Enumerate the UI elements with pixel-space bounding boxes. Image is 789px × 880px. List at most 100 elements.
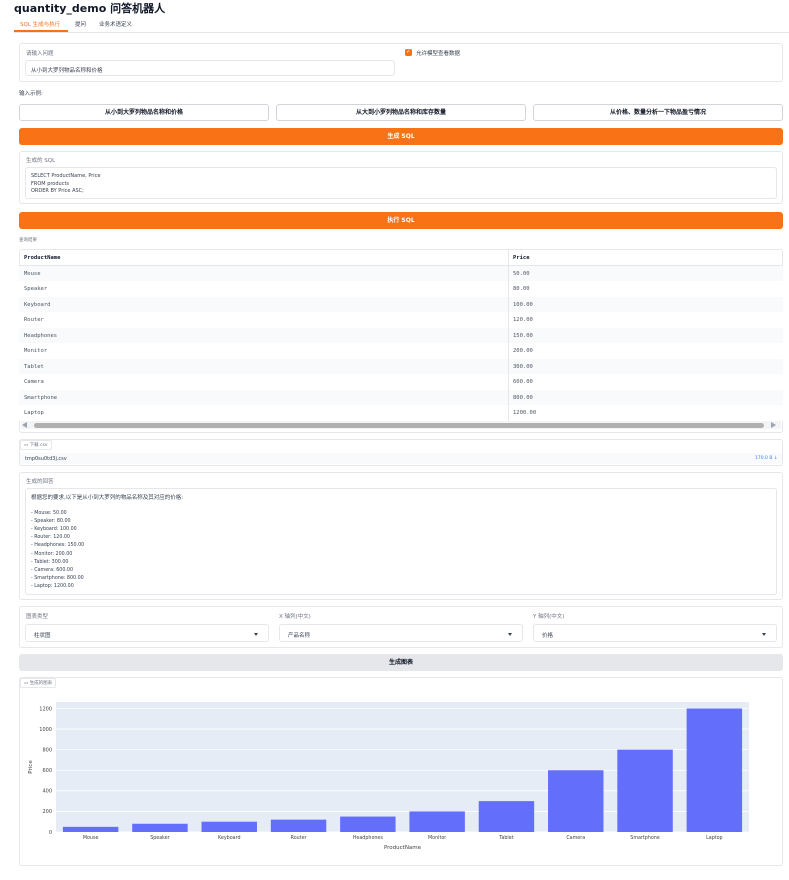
scroll-right-icon[interactable] xyxy=(771,422,776,428)
y-axis-select[interactable]: 价格 xyxy=(533,624,777,642)
chevron-down-icon xyxy=(254,632,258,636)
x-tick-label: Keyboard xyxy=(218,835,241,841)
x-tick-label: Router xyxy=(291,835,307,841)
x-tick-label: Speaker xyxy=(150,835,170,841)
table-row: Smartphone 800.00 xyxy=(19,389,783,405)
answer-intro: 根据您的要求,以下是从小到大罗列的物品名称及其对应的价格: xyxy=(31,495,184,501)
bar xyxy=(62,826,119,832)
generate-sql-button[interactable]: 生成 SQL xyxy=(19,128,783,145)
example-button-2[interactable]: 从大到小罗列物品名称和库存数量 xyxy=(276,104,526,121)
answer-line: - Headphones: 150.00 xyxy=(31,543,85,549)
y-tick-label: 200 xyxy=(42,809,52,815)
sql-line-3: ORDER BY Price ASC; xyxy=(31,188,84,194)
cell-productname: Speaker xyxy=(24,286,48,292)
y-tick-label: 800 xyxy=(42,747,52,753)
download-size[interactable]: 170.0 B ↓ xyxy=(755,456,778,461)
execute-sql-button-label: 执行 SQL xyxy=(387,217,415,224)
x-axis-label: X 轴列(中文) xyxy=(279,614,311,620)
generated-sql-textarea[interactable]: SELECT ProductName, Price FROM products … xyxy=(25,167,777,199)
cell-price: 200.00 xyxy=(513,348,533,354)
results-label: 查询结果 xyxy=(19,238,37,243)
allow-data-checkbox[interactable]: ✓ xyxy=(405,47,412,56)
x-axis-select[interactable]: 产品名称 xyxy=(279,624,523,642)
table-row: Router 120.00 xyxy=(19,312,783,328)
table-header-row: ProductName Price xyxy=(19,250,783,266)
header-price: Price xyxy=(513,255,530,261)
table-row: Monitor 200.00 xyxy=(19,343,783,359)
chart-type-value: 柱状图 xyxy=(34,632,51,639)
table-row: Speaker 80.00 xyxy=(19,281,783,297)
x-tick-label: Laptop xyxy=(706,835,723,841)
sql-line-2: FROM products xyxy=(31,180,70,187)
download-file-row[interactable] xyxy=(20,453,782,464)
chart-panel-tag: ▭ 生成的图表 xyxy=(20,678,57,688)
tab-terms[interactable]: 业务术语定义 xyxy=(99,22,133,28)
cell-price: 50.00 xyxy=(513,270,530,277)
answer-line: - Smartphone: 800.00 xyxy=(31,575,84,581)
scroll-left-icon[interactable] xyxy=(22,422,27,428)
y-tick-label: 400 xyxy=(42,789,52,795)
cell-productname: Laptop xyxy=(24,410,44,416)
download-tag-label: 下载 csv xyxy=(29,443,48,448)
generated-sql-label: 生成的 SQL xyxy=(26,158,56,164)
tab-ask[interactable]: 提问 xyxy=(75,22,87,28)
scrollbar-thumb[interactable] xyxy=(34,422,764,428)
bar xyxy=(617,749,673,832)
bar xyxy=(478,801,535,832)
question-label: 请输入问题 xyxy=(26,51,54,57)
bar xyxy=(686,708,743,832)
answer-line: - Mouse: 50.00 xyxy=(31,511,67,516)
tab-sql[interactable]: SQL 生成与执行 xyxy=(20,22,61,28)
download-filename[interactable]: tmp0su0td3j.csv xyxy=(25,456,67,462)
x-axis-title: ProductName xyxy=(384,845,422,851)
chart-type-select[interactable]: 柱状图 xyxy=(25,624,269,642)
example-button-3-label: 从价格、数量分析一下物品盈亏情况 xyxy=(609,109,706,116)
x-tick-label: Tablet xyxy=(498,835,513,841)
generate-chart-button-label: 生成图表 xyxy=(388,659,413,666)
cell-productname: Router xyxy=(24,317,44,323)
answer-line: - Monitor: 200.00 xyxy=(31,551,73,557)
question-input[interactable]: 从小到大罗列物品名称和价格 xyxy=(25,60,395,76)
bar xyxy=(132,823,188,832)
x-tick-label: Camera xyxy=(566,835,585,841)
generate-chart-button[interactable]: 生成图表 xyxy=(19,654,783,671)
x-tick-label: Headphones xyxy=(353,835,384,841)
y-tick-label: 1200 xyxy=(39,706,52,712)
y-tick-label: 600 xyxy=(42,768,52,774)
answer-line: - Router: 120.00 xyxy=(31,535,70,541)
answer-line: - Camera: 600.00 xyxy=(31,567,74,573)
bar xyxy=(270,819,327,832)
table-row: Keyboard 100.00 xyxy=(19,296,783,312)
tab-divider xyxy=(14,31,789,33)
generate-sql-button-label: 生成 SQL xyxy=(387,133,415,140)
cell-productname: Mouse xyxy=(24,270,41,277)
bar xyxy=(340,816,396,832)
file-icon: ▭ xyxy=(24,443,30,448)
download-size-value: 170.0 B xyxy=(755,456,773,461)
examples-label: 输入示例: xyxy=(19,91,43,97)
cell-price: 120.00 xyxy=(513,317,533,323)
tab-sql-underline xyxy=(14,30,68,32)
answer-line: - Tablet: 300.00 xyxy=(31,559,69,565)
cell-price: 80.00 xyxy=(513,286,530,292)
page-title: quantity_demo 问答机器人 xyxy=(14,2,166,15)
download-icon: ↓ xyxy=(773,456,778,461)
example-button-3[interactable]: 从价格、数量分析一下物品盈亏情况 xyxy=(533,104,783,121)
x-tick-label: Mouse xyxy=(83,835,99,841)
cell-price: 1200.00 xyxy=(513,410,537,416)
example-button-1[interactable]: 从小到大罗列物品名称和价格 xyxy=(19,104,269,121)
y-axis-title: Price xyxy=(28,760,34,774)
y-axis-value: 价格 xyxy=(542,632,554,639)
bar-chart: 0 200 400 600 800 1000 1200 Mouse Speaker Keyboar… xyxy=(28,702,749,851)
check-icon: ✓ xyxy=(406,47,412,55)
cell-productname: Tablet xyxy=(24,363,44,370)
answer-textarea[interactable]: 根据您的要求,以下是从小到大罗列的物品名称及其对应的价格: - Mouse: 5… xyxy=(25,488,777,595)
execute-sql-button[interactable]: 执行 SQL xyxy=(19,212,783,229)
cell-price: 800.00 xyxy=(513,394,533,401)
table-row: Mouse 50.00 xyxy=(19,265,783,281)
answer-line: - Keyboard: 100.00 xyxy=(31,527,77,533)
cell-price: 600.00 xyxy=(513,379,533,385)
table-row: Headphones 150.00 xyxy=(19,327,783,343)
cell-productname: Headphones xyxy=(24,332,58,339)
question-input-value: 从小到大罗列物品名称和价格 xyxy=(31,67,103,74)
